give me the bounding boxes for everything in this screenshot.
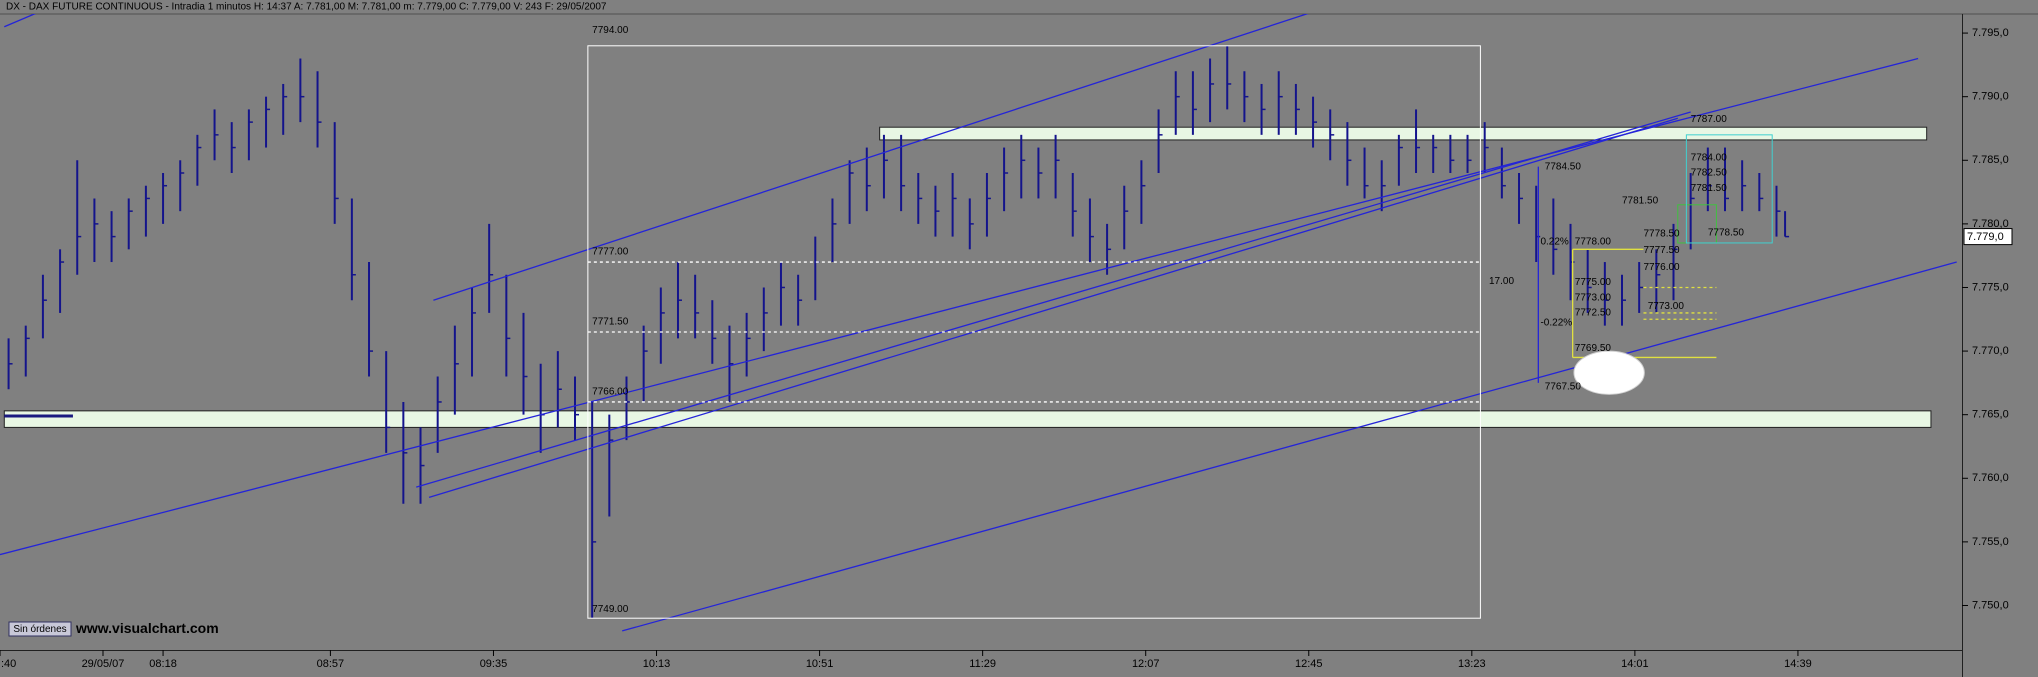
x-tick-label: 14:01 [1621, 658, 1649, 670]
trend-line [428, 117, 1678, 498]
x-tick-label: 29/05/07 [82, 658, 125, 670]
annotation: 17.00 [1489, 276, 1514, 287]
price-zone [879, 126, 1928, 141]
annotation: 7773.00 [1648, 301, 1685, 312]
trend-line [416, 111, 1691, 488]
annotation: 7767.50 [1545, 381, 1582, 392]
annotation: 7794.00 [592, 25, 629, 36]
annotation: 7784.00 [1691, 152, 1728, 163]
annotation: 7772.50 [1575, 308, 1612, 319]
annotation: 0.22% [1540, 236, 1568, 247]
orders-button-label[interactable]: Sin órdenes [13, 624, 66, 635]
box [1685, 134, 1773, 244]
annotation: 7784.50 [1545, 161, 1582, 172]
annotation: 7782.50 [1691, 168, 1728, 179]
x-tick-label: :40 [1, 658, 16, 670]
y-tick-label: 7.750,0 [1972, 599, 2009, 611]
x-tick-label: 14:39 [1784, 658, 1812, 670]
trend-line [0, 57, 1919, 556]
annotation: 7777.00 [592, 247, 629, 258]
annotation: 7778.50 [1643, 229, 1680, 240]
trend-line [622, 261, 1957, 632]
y-tick-label: 7.770,0 [1972, 345, 2009, 357]
annotation: 7778.50 [1708, 227, 1745, 238]
y-tick-label: 7.790,0 [1972, 91, 2009, 103]
annotation: 7781.50 [1622, 196, 1659, 207]
last-price-label: 7.779,0 [1967, 231, 2004, 243]
plot-area: 7794.00 7777.00 7771.50 7766.00 7749.00 17.00… [0, 14, 1957, 632]
last-price-box [1963, 228, 2013, 246]
x-tick-label: 10:51 [806, 658, 834, 670]
x-tick-label: 09:35 [480, 658, 508, 670]
annotation: 7771.50 [592, 316, 629, 327]
x-tick-label: 13:23 [1458, 658, 1486, 670]
y-tick-label: 7.795,0 [1972, 27, 2009, 39]
orders-button[interactable] [8, 621, 72, 637]
annotation: 7749.00 [592, 604, 629, 615]
annotation: 7787.00 [1691, 114, 1728, 125]
annotation: 7778.00 [1575, 236, 1612, 247]
highlight-ellipse [1573, 350, 1645, 395]
y-tick-label: 7.765,0 [1972, 409, 2009, 421]
annotation: 7769.50 [1575, 343, 1612, 354]
x-tick-label: 08:18 [149, 658, 177, 670]
y-tick-label: 7.785,0 [1972, 154, 2009, 166]
y-tick-label: 7.775,0 [1972, 281, 2009, 293]
x-tick-label: 12:07 [1132, 658, 1160, 670]
annotation: 7766.00 [592, 386, 629, 397]
annotation: 7775.00 [1575, 277, 1612, 288]
ui: Sin órdenes www.visualchart.com [8, 620, 219, 637]
watermark: www.visualchart.com [75, 620, 219, 636]
chart-title: DX - DAX FUTURE CONTINUOUS - Intradia 1 … [6, 2, 607, 13]
trend-line [433, 14, 1309, 301]
trend-line [4, 14, 36, 28]
y-tick-label: 7.760,0 [1972, 472, 2009, 484]
annotation: 7776.00 [1643, 262, 1680, 273]
annotation: 7773.00 [1575, 292, 1612, 303]
x-tick-label: 11:29 [969, 658, 996, 670]
annotation: 7777.50 [1643, 245, 1680, 256]
annotation: 7781.50 [1691, 183, 1728, 194]
annotation: -0.22% [1540, 318, 1572, 329]
axes: 7.795,0 7.790,0 7.785,0 7.780,0 7.775,0 7.770… [0, 27, 2013, 670]
x-tick-label: 12:45 [1295, 658, 1323, 670]
x-tick-label: 08:57 [317, 658, 345, 670]
x-tick-label: 10:13 [643, 658, 671, 670]
y-tick-label: 7.755,0 [1972, 536, 2009, 548]
price-zone [3, 410, 1932, 428]
y-tick-label: 7.780,0 [1972, 218, 2009, 230]
